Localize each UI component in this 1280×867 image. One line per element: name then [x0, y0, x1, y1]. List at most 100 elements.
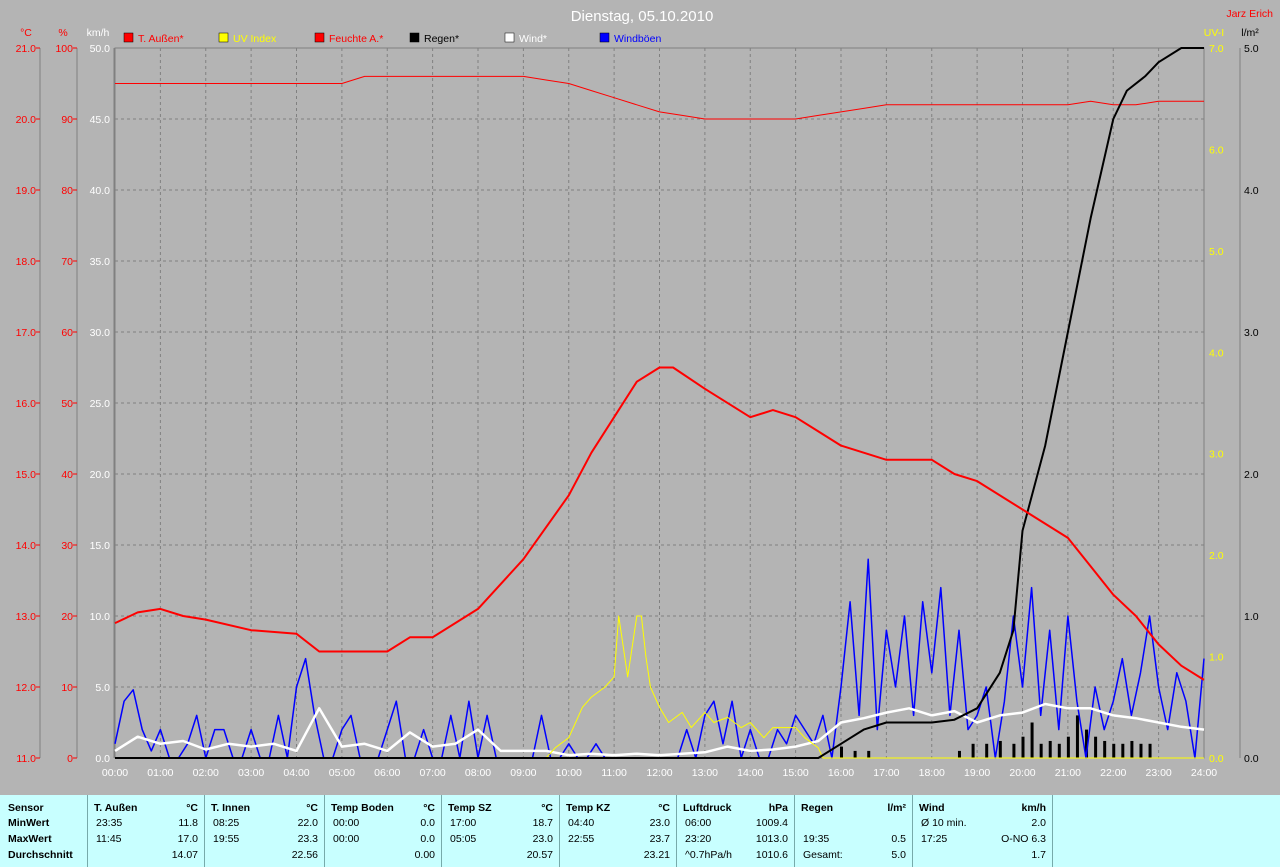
stats-cell-min-value: 2.0: [1031, 817, 1046, 829]
stats-column-t-au-en: T. Außen °C 23:35 11.8 11:45 17.0 14.07: [88, 795, 205, 867]
wind-axis-unit: km/h: [87, 27, 110, 39]
rain-tick-label: 3.0: [1244, 327, 1259, 339]
x-tick-label: 20:00: [1009, 767, 1035, 779]
stats-cell-max-value: O-NO 6.3: [1001, 833, 1046, 845]
stats-row-label-avg: Durchschnitt: [8, 849, 73, 861]
series-line-wind-: [114, 702, 1205, 757]
rain-bar: [985, 743, 989, 758]
stats-cell-max-time: 05:05: [450, 833, 477, 845]
hum-tick-label: 90: [61, 114, 73, 126]
x-tick-label: 12:00: [646, 767, 672, 779]
x-tick-label: 23:00: [1145, 767, 1171, 779]
rain-bar: [1066, 736, 1070, 758]
stats-cell-min-value: 18.7: [532, 817, 553, 829]
stats-column-luftdruck: Luftdruck hPa 06:00 1009.4 23:20 1013.0 1010.6…: [677, 795, 795, 867]
legend-label: UV Index: [233, 33, 277, 45]
rain-bar: [998, 740, 1002, 758]
hum-tick-label: 70: [61, 256, 73, 268]
stats-cell-max-value: 0.0: [420, 833, 435, 845]
stats-cell-max-time: 11:45: [96, 833, 122, 845]
legend-label: Regen*: [424, 33, 459, 45]
x-tick-label: 14:00: [737, 767, 763, 779]
stats-column-t-innen: T. Innen °C 08:25 22.0 19:55 23.3 22.56: [205, 795, 325, 867]
rain-tick-label: 1.0: [1244, 611, 1259, 623]
stats-cell-min-time: 08:25: [213, 817, 240, 829]
rain-bar: [1085, 729, 1089, 758]
temp-tick-label: 13.0: [16, 611, 37, 623]
rain-bar: [1075, 715, 1079, 758]
rain-bar: [957, 750, 961, 758]
stats-cell-min-value: 11.8: [178, 817, 198, 829]
stats-cell-min-time: 06:00: [685, 817, 712, 829]
stats-cell-title: T. Außen: [94, 802, 138, 814]
stats-cell-avg-value: 1.7: [1031, 849, 1046, 861]
stats-sensor-title: Sensor: [8, 802, 44, 814]
chart-area: 11.0 12.0 13.0 14.0 15.0 16.0 17.0 18.0 19.0 20.0…: [0, 0, 1280, 795]
stats-cell-avg-value: 20.57: [526, 849, 553, 861]
series-line-t-au-en-: [114, 366, 1205, 681]
rain-bar: [840, 746, 843, 758]
x-tick-label: 00:00: [102, 767, 128, 779]
rain-bar: [971, 743, 975, 758]
temp-axis-unit: °C: [20, 27, 32, 39]
stats-cell-unit: °C: [423, 802, 435, 814]
rain-bar: [1012, 743, 1016, 758]
wind-tick-label: 45.0: [90, 114, 111, 126]
weather-chart: 11.0 12.0 13.0 14.0 15.0 16.0 17.0 18.0 19.0 20.0…: [16, 8, 1274, 779]
stats-cell-unit: °C: [541, 802, 553, 814]
stats-cell-min-value: 23.0: [649, 817, 670, 829]
wind-tick-label: 0.0: [95, 753, 110, 765]
rain-bar: [1048, 740, 1052, 758]
legend-label: Windböen: [614, 33, 661, 45]
stats-cell-avg-label: Gesamt:: [803, 849, 843, 861]
stats-sensor-column: Sensor MinWert MaxWert Durchschnitt: [0, 795, 88, 867]
temp-tick-label: 20.0: [16, 114, 37, 126]
stats-cell-avg-value: 5.0: [891, 849, 906, 861]
chart-author: Jarz Erich: [1226, 8, 1273, 20]
stats-cell-max-time: 17:25: [921, 833, 948, 845]
temp-tick-label: 18.0: [16, 256, 37, 268]
stats-cell-title: Wind: [919, 802, 945, 814]
uv-tick-label: 4.0: [1209, 347, 1224, 359]
uv-tick-label: 5.0: [1209, 246, 1224, 258]
hum-tick-label: 80: [61, 185, 73, 197]
x-tick-label: 22:00: [1100, 767, 1126, 779]
temp-tick-label: 17.0: [16, 327, 37, 339]
rain-bar: [1030, 722, 1034, 758]
rain-bar: [1139, 743, 1143, 758]
x-tick-label: 10:00: [556, 767, 582, 779]
stats-cell-max-value: 23.7: [649, 833, 670, 845]
stats-cell-title: Temp Boden: [331, 802, 394, 814]
stats-cell-max-time: 23:20: [685, 833, 712, 845]
stats-cell-max-time: 19:55: [213, 833, 240, 845]
stats-cell-min-value: 0.0: [420, 817, 435, 829]
legend-swatch: [599, 32, 610, 43]
stats-cell-min-time: 17:00: [450, 817, 477, 829]
stats-cell-max-value: 1013.0: [755, 833, 788, 845]
stats-cell-title: Temp SZ: [448, 802, 492, 814]
x-tick-label: 09:00: [510, 767, 536, 779]
hum-tick-label: 100: [55, 43, 73, 55]
rain-tick-label: 5.0: [1244, 43, 1259, 55]
hum-tick-label: 0: [67, 753, 73, 765]
stats-cell-title: Temp KZ: [566, 802, 611, 814]
temp-tick-label: 12.0: [16, 682, 37, 694]
stats-cell-unit: l/m²: [887, 802, 906, 814]
temp-tick-label: 14.0: [16, 540, 37, 552]
stats-cell-max-time: 22:55: [568, 833, 595, 845]
wind-tick-label: 50.0: [90, 43, 111, 55]
temp-tick-label: 19.0: [16, 185, 37, 197]
temp-tick-label: 16.0: [16, 398, 37, 410]
stats-cell-avg-value: 22.56: [291, 849, 318, 861]
x-tick-label: 11:00: [601, 767, 627, 779]
uv-tick-label: 1.0: [1209, 652, 1224, 664]
wind-tick-label: 40.0: [90, 185, 111, 197]
stats-cell-unit: hPa: [768, 802, 788, 814]
rain-bar: [1121, 743, 1125, 758]
x-tick-label: 06:00: [374, 767, 400, 779]
legend-label: T. Außen*: [138, 33, 184, 45]
stats-cell-max-time: 00:00: [333, 833, 360, 845]
temp-tick-label: 21.0: [16, 43, 37, 55]
legend-label: Wind*: [519, 33, 547, 45]
wind-tick-label: 15.0: [90, 540, 111, 552]
